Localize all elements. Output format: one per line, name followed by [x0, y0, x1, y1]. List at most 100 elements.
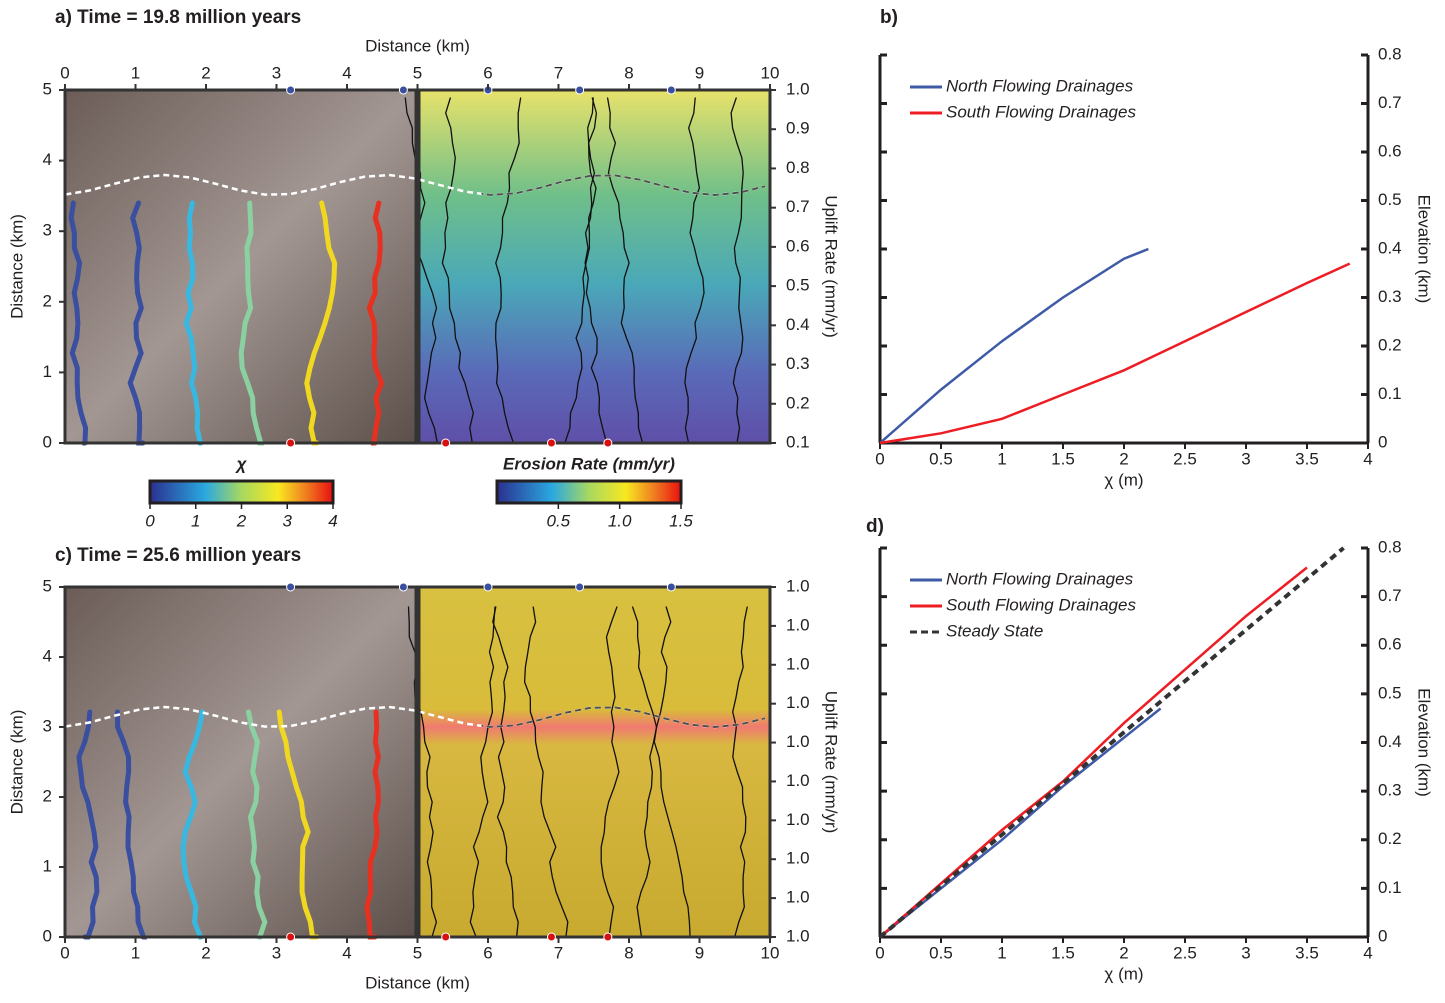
drainage — [366, 200, 385, 446]
colorbar-tick-label: 0 — [145, 511, 155, 530]
outlet — [483, 582, 493, 592]
drainage — [494, 97, 522, 444]
erosion-right — [417, 90, 770, 443]
x-tick-label: 2.5 — [1173, 449, 1197, 468]
y-tick-label: 4 — [43, 646, 52, 665]
y-tick-label: 2 — [43, 786, 52, 805]
y2-tick-label: 0.2 — [1378, 335, 1402, 354]
outlet — [286, 85, 296, 95]
x-tick-label: 3.5 — [1295, 943, 1319, 962]
x-tick-label: 7 — [554, 943, 563, 962]
outlet — [441, 932, 451, 942]
x-tick-label: 4 — [1363, 943, 1372, 962]
x-tick-label: 1 — [997, 943, 1006, 962]
y2-axis-label: Elevation (km) — [1415, 195, 1434, 304]
y2-tick-label: 0.9 — [786, 119, 810, 138]
y2-tick-label: 0.8 — [786, 158, 810, 177]
y2-tick-label: 0.7 — [1378, 93, 1402, 112]
x-tick-label: 2 — [201, 943, 210, 962]
outlet — [546, 932, 556, 942]
y2-tick-label: 0.6 — [1378, 141, 1402, 160]
series-line — [879, 262, 1351, 445]
outlet — [666, 582, 676, 592]
outlet — [398, 582, 408, 592]
x-tick-label: 3 — [1241, 449, 1250, 468]
panel-title: c) Time = 25.6 million years — [55, 545, 301, 566]
y2-tick-label: 0.4 — [1378, 238, 1402, 257]
x-tick-label: 10 — [761, 943, 780, 962]
x-tick-label: 1 — [131, 63, 140, 82]
y2-tick-label: 1.0 — [786, 654, 810, 673]
colorbar-tick-label: 2 — [236, 511, 247, 530]
colorbar-tick-label: 0.5 — [547, 511, 571, 530]
x-axis-label: Distance (km) — [365, 36, 470, 55]
y2-tick-label: 0.3 — [1378, 781, 1402, 800]
y2-tick-label: 0 — [1378, 926, 1387, 945]
outlet — [286, 438, 296, 448]
drainage — [560, 97, 598, 444]
y2-tick-label: 0.6 — [1378, 635, 1402, 654]
y2-tick-label: 1.0 — [786, 810, 810, 829]
colorbar-tick-label: 1.5 — [669, 511, 693, 530]
y-tick-label: 4 — [43, 150, 52, 169]
x-tick-label: 5 — [413, 943, 422, 962]
erosion-right — [417, 587, 770, 937]
x-tick-label: 1.5 — [1051, 943, 1075, 962]
x-tick-label: 0.5 — [929, 943, 953, 962]
x-tick-label: 2 — [1119, 449, 1128, 468]
colorbar-tick-label: 1 — [191, 511, 200, 530]
y2-tick-label: 0.5 — [1378, 190, 1402, 209]
y2-tick-label: 0.2 — [1378, 829, 1402, 848]
colorbar-tick-label: 1.0 — [608, 511, 632, 530]
y-tick-label: 2 — [43, 291, 52, 310]
drainage — [732, 606, 748, 938]
y2-tick-label: 0.3 — [786, 354, 810, 373]
x-tick-label: 3 — [272, 63, 281, 82]
x-tick-label: 0.5 — [929, 449, 953, 468]
series-line — [879, 566, 1308, 938]
x-tick-label: 2.5 — [1173, 943, 1197, 962]
y2-tick-label: 1.0 — [786, 576, 810, 595]
y2-tick-label: 0.7 — [1378, 586, 1402, 605]
panel-title: d) — [866, 516, 884, 537]
x-tick-label: 0 — [60, 943, 69, 962]
drainage — [238, 200, 265, 446]
x-tick-label: 8 — [624, 943, 633, 962]
outlet — [603, 932, 613, 942]
y2-tick-label: 1.0 — [786, 926, 810, 945]
y-tick-label: 0 — [43, 926, 52, 945]
x-tick-label: 4 — [342, 63, 351, 82]
series-line — [878, 546, 1345, 939]
y2-tick-label: 0.5 — [786, 276, 810, 295]
x-tick-label: 0 — [875, 449, 884, 468]
y2-tick-label: 0.4 — [1378, 732, 1402, 751]
y2-tick-label: 0.1 — [1378, 384, 1402, 403]
x-tick-label: 1 — [131, 943, 140, 962]
colorbar — [495, 479, 683, 505]
drainage — [304, 200, 338, 446]
outlet — [666, 85, 676, 95]
x-axis-label: χ (m) — [1104, 470, 1143, 489]
y2-tick-label: 1.0 — [786, 615, 810, 634]
colorbar-tick-label: 3 — [283, 511, 293, 530]
drainage — [492, 606, 520, 938]
drainage — [730, 97, 744, 444]
outlet — [575, 582, 585, 592]
y-tick-label: 1 — [43, 362, 52, 381]
terrain-left — [65, 587, 418, 937]
x-tick-label: 0 — [60, 63, 69, 82]
divide — [63, 173, 766, 197]
outlet — [603, 438, 613, 448]
x-tick-label: 1.5 — [1051, 449, 1075, 468]
drainage — [469, 606, 496, 938]
legend-label: South Flowing Drainages — [946, 102, 1136, 121]
legend-label: North Flowing Drainages — [946, 569, 1134, 588]
x-tick-label: 8 — [624, 63, 633, 82]
y-tick-label: 0 — [43, 432, 52, 451]
drainage — [127, 200, 146, 446]
outlet — [546, 438, 556, 448]
y2-tick-label: 1.0 — [786, 693, 810, 712]
x-tick-label: 4 — [1363, 449, 1372, 468]
y2-tick-label: 1.0 — [786, 79, 810, 98]
